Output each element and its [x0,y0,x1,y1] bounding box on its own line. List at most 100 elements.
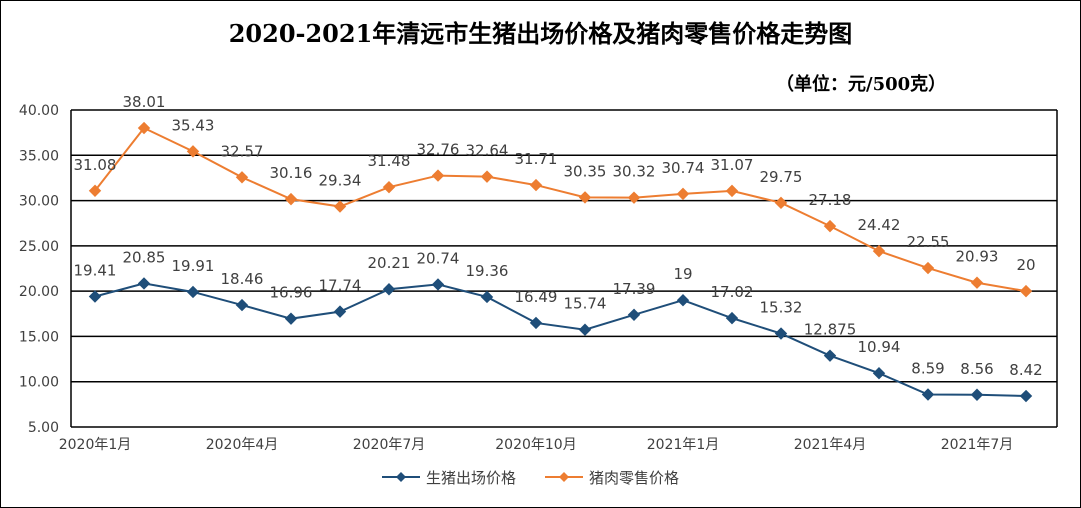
data-label: 10.94 [858,338,901,356]
data-label: 30.32 [613,163,656,181]
data-label: 20.21 [368,254,411,272]
data-label: 19.41 [74,261,117,279]
data-point [137,277,151,290]
data-label: 8.59 [911,359,944,377]
x-tick-label: 2021年7月 [941,437,1014,453]
data-point [774,196,788,210]
data-label: 24.42 [858,216,901,234]
data-label: 17.02 [711,283,754,301]
data-point [970,276,984,289]
data-label: 29.34 [319,172,362,190]
data-point [235,171,249,184]
data-point [431,169,445,182]
data-label: 30.74 [662,159,705,177]
legend-label: 猪肉零售价格 [589,469,679,487]
data-label: 8.42 [1009,361,1042,379]
data-label: 31.48 [368,152,411,170]
data-label: 31.71 [515,150,558,168]
data-label: 29.75 [760,168,803,186]
y-axis-ticks: 5.00 10.00 15.00 20.00 25.00 30.00 35.00 40.00 [19,103,59,436]
data-point [823,219,837,233]
x-axis-ticks: 2020年1月 2020年4月 2020年7月 2020年10月 2021年1月 2021… [59,437,1014,453]
data-label: 19 [673,265,692,283]
data-point [1019,389,1033,403]
data-point [970,388,984,401]
data-label: 15.32 [760,299,803,317]
data-point [186,285,200,299]
legend: 生猪出场价格 猪肉零售价格 [382,469,679,487]
data-point [627,308,641,321]
y-tick-label: 25.00 [19,239,59,255]
data-label: 31.08 [74,156,117,174]
data-label: 32.57 [221,142,264,160]
data-point [872,366,886,380]
legend-marker [559,472,569,482]
data-label: 35.43 [172,116,215,134]
data-label: 8.56 [960,360,993,378]
x-tick-label: 2021年1月 [647,437,720,453]
data-point [725,311,739,325]
data-point [88,290,102,303]
data-point [137,121,151,135]
data-label: 22.55 [907,233,950,251]
data-label: 12.875 [804,321,857,339]
data-point [235,298,249,312]
series-group: 19.41 20.85 19.91 18.46 16.96 17.74 20.21 20.74… [74,93,1043,403]
data-point [284,312,298,325]
data-point [431,278,445,291]
data-point [186,145,200,158]
data-label: 38.01 [123,93,166,111]
y-tick-label: 5.00 [28,420,59,436]
data-point [284,192,298,206]
data-label: 30.35 [564,162,607,180]
data-label: 16.96 [270,284,313,302]
x-tick-label: 2020年7月 [353,437,426,453]
data-point [529,178,543,192]
x-tick-label: 2020年4月 [206,437,279,453]
series-2: 31.08 38.01 35.43 32.57 30.16 29.34 31.48 32.76… [74,93,1036,298]
y-tick-label: 35.00 [19,148,59,164]
data-label: 16.49 [515,288,558,306]
data-point [921,388,935,401]
data-point [88,184,102,197]
chart-unit-subtitle: （单位：元/500克） [776,74,947,95]
data-label: 20.85 [123,248,166,266]
data-label: 27.18 [809,191,852,209]
data-point [627,191,641,204]
legend-label: 生猪出场价格 [426,469,516,487]
data-label: 32.64 [466,142,509,160]
data-point [382,180,396,194]
data-label: 20 [1016,256,1035,274]
series-line [94,282,1027,398]
data-point [676,293,690,307]
data-point [725,184,739,198]
data-point [676,187,690,201]
data-label: 20.93 [956,248,999,266]
y-tick-label: 40.00 [19,103,59,119]
data-label: 19.36 [466,262,509,280]
x-tick-label: 2021年4月 [794,437,867,453]
y-tick-label: 10.00 [19,375,59,391]
data-point [382,283,396,296]
data-label: 17.74 [319,277,362,295]
y-tick-label: 30.00 [19,194,59,210]
data-label: 20.74 [417,249,460,267]
chart-title: 2020-2021年清远市生猪出场价格及猪肉零售价格走势图 [228,19,853,48]
gridlines [70,109,1058,428]
data-point [333,200,347,213]
legend-marker [396,472,406,482]
data-label: 15.74 [564,295,607,313]
data-label: 19.91 [172,257,215,275]
data-label: 18.46 [221,270,264,288]
data-point [1019,284,1033,298]
data-label: 17.39 [613,280,656,298]
x-tick-label: 2020年10月 [495,437,576,453]
data-label: 32.76 [417,141,460,159]
data-point [578,323,592,336]
data-label: 30.16 [270,164,313,182]
y-tick-label: 20.00 [19,284,59,300]
data-point [480,170,494,183]
data-point [921,261,935,275]
series-line [94,126,1027,293]
